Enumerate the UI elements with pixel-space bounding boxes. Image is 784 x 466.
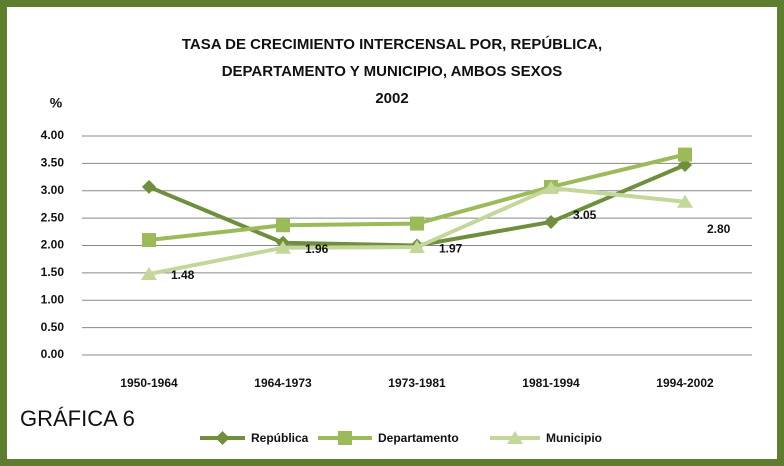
data-point [142, 233, 156, 248]
y-tick-label: 0.50 [41, 320, 65, 334]
chart-title: TASA DE CRECIMIENTO INTERCENSAL POR, REP… [182, 35, 602, 53]
legend-marker [215, 431, 230, 445]
legend-marker [338, 431, 352, 445]
x-tick-label: 1981-1994 [522, 376, 580, 390]
y-tick-label: 0.00 [41, 347, 65, 361]
data-label: 1.48 [171, 268, 195, 282]
x-tick-label: 1994-2002 [656, 376, 714, 390]
data-label: 2.80 [707, 222, 731, 236]
data-point [543, 181, 559, 195]
data-label: 1.96 [305, 242, 329, 256]
legend-label: Municipio [546, 431, 602, 445]
x-tick-label: 1973-1981 [388, 376, 446, 390]
data-point [409, 240, 425, 254]
x-tick-label: 1964-1973 [254, 376, 312, 390]
y-tick-label: 3.50 [41, 156, 65, 170]
x-tick-label: 1950-1964 [120, 376, 178, 390]
data-label: 3.05 [573, 208, 597, 222]
data-point [678, 147, 692, 162]
data-point [410, 216, 424, 231]
y-tick-label: 3.00 [41, 183, 65, 197]
y-tick-label: 2.00 [41, 238, 65, 252]
chart-title: 2002 [375, 90, 408, 107]
legend-marker [507, 431, 523, 444]
data-point [141, 266, 157, 280]
y-tick-label: 2.50 [41, 210, 65, 224]
data-point [275, 240, 291, 254]
data-point [544, 214, 558, 229]
data-label: 1.97 [439, 241, 463, 255]
y-tick-label: 4.00 [41, 128, 65, 142]
data-point [276, 218, 290, 233]
data-point [677, 194, 693, 208]
annotation: GRÁFICA 6 [20, 406, 135, 431]
chart-title: DEPARTAMENTO Y MUNICIPIO, AMBOS SEXOS [222, 63, 563, 80]
y-tick-label: 1.50 [41, 265, 65, 279]
panel [7, 7, 777, 459]
legend-label: Departamento [378, 431, 459, 445]
y-axis-label: % [50, 95, 63, 111]
legend-label: República [251, 431, 309, 445]
y-tick-label: 1.00 [41, 292, 65, 306]
data-point [142, 179, 156, 194]
